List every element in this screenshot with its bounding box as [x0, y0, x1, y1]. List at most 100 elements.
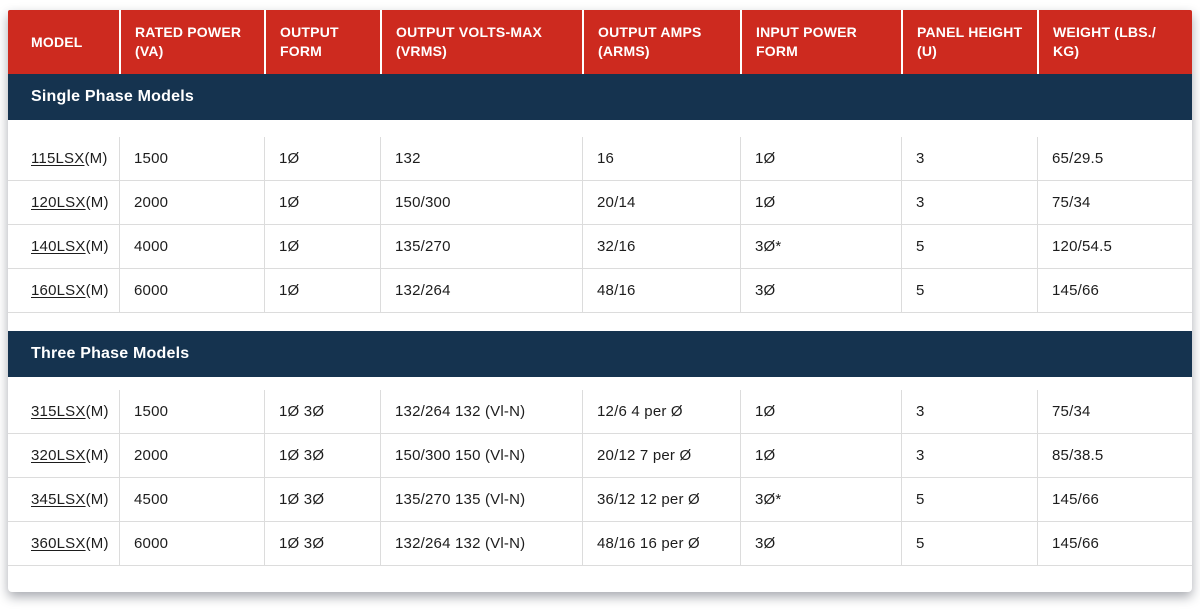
cell-output-volts: 150/300: [380, 181, 582, 224]
model-suffix: (M): [85, 447, 109, 464]
cell-output-amps: 16: [582, 137, 740, 180]
cell-output-form: 1Ø: [264, 269, 380, 312]
cell-rated-power: 1500: [119, 137, 264, 180]
cell-weight: 65/29.5: [1037, 137, 1192, 180]
col-header-output-form: OUTPUT FORM: [264, 10, 380, 74]
cell-output-amps: 32/16: [582, 225, 740, 268]
cell-output-form: 1Ø: [264, 137, 380, 180]
cell-output-volts: 132/264: [380, 269, 582, 312]
col-header-label: MODEL: [31, 33, 83, 50]
section-header-single-phase: Single Phase Models: [8, 74, 1192, 120]
col-header-label: PANEL HEIGHT: [917, 24, 1023, 40]
table-row: 120LSX (M) 2000 1Ø 150/300 20/14 1Ø 3 75/…: [8, 181, 1192, 225]
cell-output-form: 1Ø: [264, 225, 380, 268]
cell-rated-power: 2000: [119, 434, 264, 477]
cell-rated-power: 4000: [119, 225, 264, 268]
cell-model: 315LSX (M): [8, 390, 119, 433]
cell-weight: 75/34: [1037, 181, 1192, 224]
col-header-label: FORM: [756, 43, 799, 59]
model-link[interactable]: 320LSX: [31, 447, 86, 464]
model-link[interactable]: 140LSX: [31, 238, 86, 255]
cell-panel-height: 5: [901, 225, 1037, 268]
col-header-label: OUTPUT AMPS: [598, 24, 702, 40]
cell-output-volts: 150/300 150 (Vl-N): [380, 434, 582, 477]
cell-input-power-form: 1Ø: [740, 434, 901, 477]
column-header-row: MODEL RATED POWER (VA) OUTPUT FORM OUTPU…: [8, 10, 1192, 74]
cell-output-volts: 132/264 132 (Vl-N): [380, 522, 582, 565]
model-suffix: (M): [85, 282, 109, 299]
cell-model: 320LSX (M): [8, 434, 119, 477]
section-header-three-phase: Three Phase Models: [8, 331, 1192, 377]
cell-input-power-form: 3Ø: [740, 269, 901, 312]
col-header-label: WEIGHT (LBS./: [1053, 24, 1156, 40]
table-row: 140LSX (M) 4000 1Ø 135/270 32/16 3Ø* 5 12…: [8, 225, 1192, 269]
cell-rated-power: 4500: [119, 478, 264, 521]
cell-input-power-form: 3Ø*: [740, 225, 901, 268]
cell-weight: 120/54.5: [1037, 225, 1192, 268]
cell-weight: 145/66: [1037, 522, 1192, 565]
cell-output-form: 1Ø 3Ø: [264, 390, 380, 433]
cell-input-power-form: 1Ø: [740, 390, 901, 433]
cell-rated-power: 2000: [119, 181, 264, 224]
spec-table-card: MODEL RATED POWER (VA) OUTPUT FORM OUTPU…: [8, 10, 1192, 592]
col-header-panel-height: PANEL HEIGHT (U): [901, 10, 1037, 74]
cell-model: 345LSX (M): [8, 478, 119, 521]
cell-model: 120LSX (M): [8, 181, 119, 224]
cell-output-volts: 135/270 135 (Vl-N): [380, 478, 582, 521]
cell-output-form: 1Ø 3Ø: [264, 478, 380, 521]
cell-model: 140LSX (M): [8, 225, 119, 268]
model-suffix: (M): [85, 194, 109, 211]
cell-output-amps: 48/16 16 per Ø: [582, 522, 740, 565]
cell-panel-height: 5: [901, 478, 1037, 521]
model-link[interactable]: 345LSX: [31, 491, 86, 508]
table-row: 320LSX (M) 2000 1Ø 3Ø 150/300 150 (Vl-N) …: [8, 434, 1192, 478]
cell-weight: 75/34: [1037, 390, 1192, 433]
cell-model: 115LSX (M): [8, 137, 119, 180]
col-header-label: OUTPUT VOLTS-MAX: [396, 24, 543, 40]
model-suffix: (M): [85, 491, 109, 508]
cell-panel-height: 3: [901, 390, 1037, 433]
cell-weight: 145/66: [1037, 269, 1192, 312]
table-row: 115LSX (M) 1500 1Ø 132 16 1Ø 3 65/29.5: [8, 137, 1192, 181]
cell-rated-power: 1500: [119, 390, 264, 433]
cell-panel-height: 3: [901, 434, 1037, 477]
model-link[interactable]: 120LSX: [31, 194, 86, 211]
cell-output-volts: 135/270: [380, 225, 582, 268]
model-suffix: (M): [85, 238, 109, 255]
model-link[interactable]: 160LSX: [31, 282, 86, 299]
col-header-label: KG): [1053, 43, 1080, 59]
cell-output-amps: 48/16: [582, 269, 740, 312]
col-header-rated-power: RATED POWER (VA): [119, 10, 264, 74]
cell-model: 360LSX (M): [8, 522, 119, 565]
cell-input-power-form: 3Ø: [740, 522, 901, 565]
cell-output-amps: 36/12 12 per Ø: [582, 478, 740, 521]
section-gap: [8, 377, 1192, 390]
cell-output-form: 1Ø: [264, 181, 380, 224]
col-header-label: (VRMS): [396, 43, 447, 59]
col-header-output-amps: OUTPUT AMPS (ARMS): [582, 10, 740, 74]
cell-output-form: 1Ø 3Ø: [264, 434, 380, 477]
col-header-label: FORM: [280, 43, 323, 59]
cell-rated-power: 6000: [119, 269, 264, 312]
table-row: 345LSX (M) 4500 1Ø 3Ø 135/270 135 (Vl-N) …: [8, 478, 1192, 522]
cell-panel-height: 5: [901, 522, 1037, 565]
model-link[interactable]: 315LSX: [31, 403, 86, 420]
model-link[interactable]: 360LSX: [31, 535, 86, 552]
cell-weight: 85/38.5: [1037, 434, 1192, 477]
table-row: 160LSX (M) 6000 1Ø 132/264 48/16 3Ø 5 145…: [8, 269, 1192, 313]
model-link[interactable]: 115LSX: [31, 150, 85, 167]
cell-input-power-form: 1Ø: [740, 137, 901, 180]
table-row: 315LSX (M) 1500 1Ø 3Ø 132/264 132 (Vl-N) …: [8, 390, 1192, 434]
col-header-label: (VA): [135, 43, 164, 59]
cell-input-power-form: 1Ø: [740, 181, 901, 224]
cell-panel-height: 5: [901, 269, 1037, 312]
cell-weight: 145/66: [1037, 478, 1192, 521]
cell-model: 160LSX (M): [8, 269, 119, 312]
cell-output-form: 1Ø 3Ø: [264, 522, 380, 565]
cell-output-amps: 20/14: [582, 181, 740, 224]
model-suffix: (M): [84, 150, 108, 167]
col-header-label: OUTPUT: [280, 24, 339, 40]
col-header-label: INPUT POWER: [756, 24, 857, 40]
cell-output-amps: 12/6 4 per Ø: [582, 390, 740, 433]
cell-panel-height: 3: [901, 181, 1037, 224]
